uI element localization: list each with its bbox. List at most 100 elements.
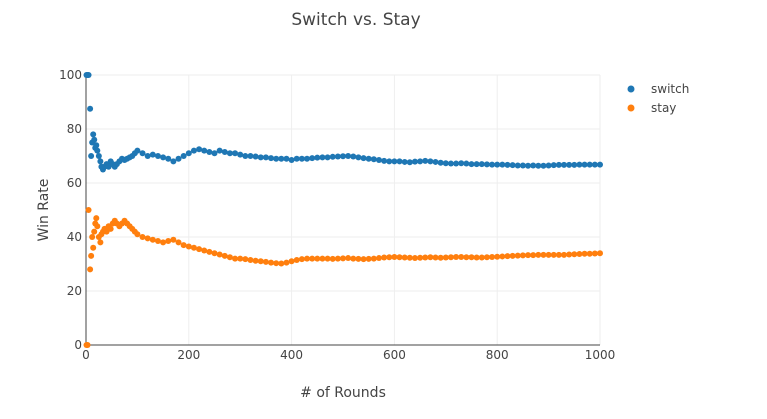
data-point-stay bbox=[211, 250, 218, 257]
data-point-switch bbox=[232, 150, 239, 157]
data-point-stay bbox=[576, 251, 583, 258]
data-point-switch bbox=[170, 158, 177, 165]
data-point-switch bbox=[134, 147, 141, 154]
data-point-stay bbox=[350, 255, 357, 262]
data-point-stay bbox=[314, 255, 321, 262]
data-point-switch bbox=[494, 161, 501, 168]
data-point-stay bbox=[165, 238, 172, 245]
data-point-stay bbox=[391, 253, 398, 260]
data-point-stay bbox=[504, 253, 511, 260]
data-point-switch bbox=[95, 153, 102, 159]
data-point-stay bbox=[514, 252, 521, 259]
grid-layer bbox=[86, 74, 601, 345]
data-point-switch bbox=[591, 161, 598, 168]
data-point-stay bbox=[309, 255, 316, 262]
data-point-stay bbox=[535, 251, 542, 258]
data-point-switch bbox=[185, 150, 192, 157]
data-point-stay bbox=[273, 260, 280, 267]
data-point-stay bbox=[247, 256, 254, 263]
data-point-switch bbox=[91, 136, 98, 143]
data-point-stay bbox=[221, 252, 228, 259]
data-point-switch bbox=[432, 158, 439, 165]
data-point-switch bbox=[324, 154, 331, 161]
data-point-stay bbox=[396, 254, 403, 261]
data-point-stay bbox=[355, 255, 362, 262]
data-point-switch bbox=[396, 158, 403, 165]
x-tick-label: 1000 bbox=[585, 348, 616, 362]
data-point-stay bbox=[525, 252, 532, 259]
data-point-switch bbox=[201, 147, 208, 154]
data-point-switch bbox=[87, 105, 94, 112]
data-point-switch bbox=[190, 147, 197, 154]
data-point-stay bbox=[561, 251, 568, 258]
data-point-stay bbox=[268, 259, 275, 266]
data-point-stay bbox=[571, 251, 578, 258]
data-point-switch bbox=[216, 147, 223, 154]
data-point-stay bbox=[432, 254, 439, 261]
data-point-stay bbox=[345, 255, 352, 262]
data-point-stay bbox=[139, 234, 146, 240]
data-point-switch bbox=[514, 162, 521, 169]
data-point-switch bbox=[319, 154, 326, 161]
data-point-switch bbox=[340, 153, 346, 160]
x-tick-label: 800 bbox=[486, 348, 509, 362]
data-point-switch bbox=[273, 155, 280, 162]
series-switch bbox=[83, 72, 603, 173]
x-tick-label: 600 bbox=[383, 348, 406, 362]
data-point-switch bbox=[211, 150, 218, 157]
data-point-stay bbox=[170, 236, 177, 243]
data-point-stay bbox=[89, 234, 96, 240]
data-point-stay bbox=[149, 236, 156, 243]
data-point-switch bbox=[144, 153, 151, 159]
data-point-switch bbox=[206, 148, 213, 155]
data-point-switch bbox=[165, 155, 172, 162]
x-axis-title: # of Rounds bbox=[300, 385, 386, 401]
data-point-switch bbox=[175, 155, 182, 162]
data-point-switch bbox=[437, 159, 444, 166]
data-point-stay bbox=[468, 254, 475, 261]
data-point-switch bbox=[519, 162, 526, 169]
x-tick-label: 200 bbox=[177, 348, 200, 362]
data-point-switch bbox=[442, 160, 449, 167]
data-point-switch bbox=[252, 153, 259, 160]
data-point-stay bbox=[242, 256, 249, 263]
data-point-stay bbox=[190, 244, 197, 251]
data-point-switch bbox=[97, 158, 104, 165]
data-point-switch bbox=[427, 158, 434, 165]
y-tick-label: 100 bbox=[59, 68, 82, 82]
data-point-switch bbox=[571, 161, 578, 168]
data-point-stay bbox=[185, 243, 192, 250]
data-point-switch bbox=[334, 153, 341, 160]
data-point-stay bbox=[87, 266, 94, 273]
data-point-switch bbox=[422, 157, 429, 164]
data-point-stay bbox=[324, 255, 331, 262]
data-point-stay bbox=[91, 228, 98, 235]
data-point-switch bbox=[530, 162, 537, 169]
data-point-switch bbox=[581, 161, 588, 168]
data-point-stay bbox=[540, 251, 547, 258]
data-point-switch bbox=[85, 72, 92, 78]
data-point-stay bbox=[319, 255, 326, 262]
data-point-switch bbox=[406, 159, 413, 166]
y-tick-label: 40 bbox=[67, 230, 82, 244]
data-point-stay bbox=[257, 258, 264, 265]
legend-label-stay: stay bbox=[651, 101, 676, 115]
data-point-stay bbox=[334, 255, 341, 262]
data-point-switch bbox=[88, 153, 95, 159]
data-point-switch bbox=[90, 131, 97, 138]
data-point-stay bbox=[237, 255, 244, 262]
data-point-stay bbox=[463, 254, 470, 261]
data-point-stay bbox=[93, 215, 100, 222]
data-point-stay bbox=[134, 231, 141, 238]
data-point-switch bbox=[401, 158, 408, 165]
marks-layer bbox=[83, 72, 603, 348]
data-point-switch bbox=[237, 151, 244, 158]
data-point-switch bbox=[93, 142, 100, 149]
data-point-switch bbox=[540, 162, 547, 169]
data-point-switch bbox=[278, 155, 285, 162]
data-point-stay bbox=[365, 255, 372, 262]
data-point-switch bbox=[463, 160, 470, 167]
data-point-switch bbox=[154, 153, 161, 159]
